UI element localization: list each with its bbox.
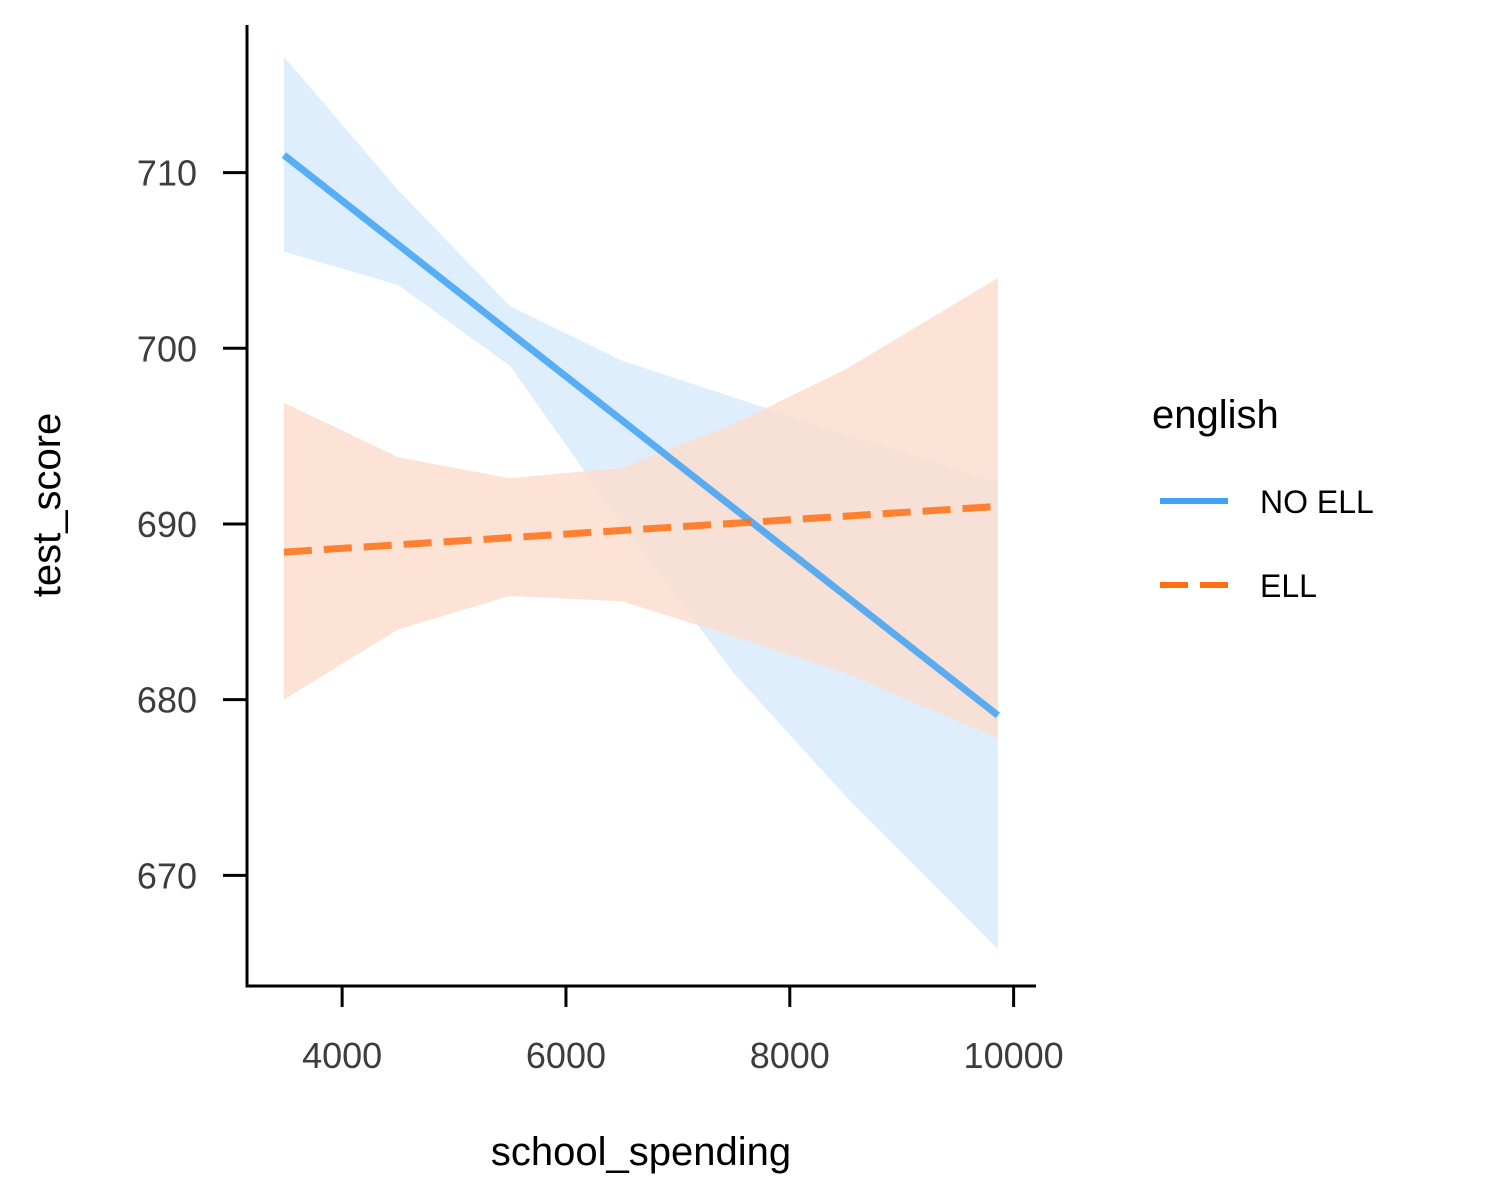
confidence-band-ell (283, 278, 998, 739)
x-tick-label: 6000 (526, 1035, 606, 1076)
x-tick-label: 10000 (964, 1035, 1064, 1076)
y-tick-label: 690 (137, 504, 197, 545)
regression-line-no-ell (281, 152, 1001, 719)
legend-title: english (1152, 393, 1279, 437)
x-axis-title: school_spending (491, 1130, 791, 1174)
y-tick-label: 710 (137, 153, 197, 194)
regression-lines (281, 152, 1001, 719)
x-tick-label: 8000 (750, 1035, 830, 1076)
y-tick-label: 670 (137, 855, 197, 896)
legend: english NO ELL ELL (1152, 393, 1374, 604)
x-tick-label: 4000 (302, 1035, 382, 1076)
y-axis-title: test_score (25, 413, 69, 598)
y-ticks: 670 680 690 700 710 (137, 153, 247, 896)
y-tick-label: 680 (137, 680, 197, 721)
legend-label-ell: ELL (1260, 568, 1317, 604)
axes: 4000 6000 8000 10000 670 680 690 700 710 (137, 25, 1064, 1076)
x-ticks: 4000 6000 8000 10000 (302, 986, 1064, 1076)
legend-label-no-ell: NO ELL (1260, 484, 1374, 520)
confidence-bands (283, 56, 998, 950)
y-tick-label: 700 (137, 328, 197, 369)
